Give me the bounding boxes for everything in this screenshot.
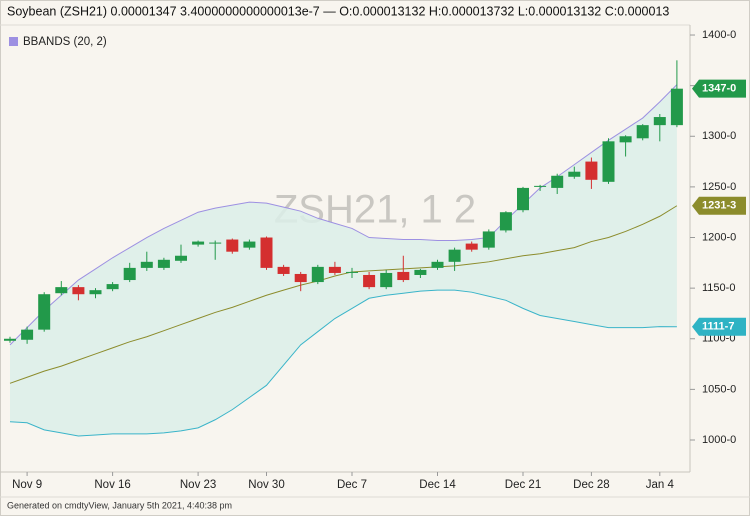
candle-body: [380, 272, 393, 288]
price-tag-label: 1111-7: [702, 321, 734, 333]
candle-body: [311, 266, 324, 283]
candle-body: [21, 329, 34, 340]
candle-body: [431, 261, 444, 268]
band-fill: [10, 84, 677, 436]
candle-body: [328, 266, 341, 273]
candle-body: [346, 271, 358, 273]
y-tick-label: 1000-0: [702, 434, 736, 446]
candle-body: [670, 88, 683, 126]
candle-body: [448, 249, 461, 262]
lower-band: [9, 289, 677, 437]
candle-body: [363, 274, 376, 288]
candle-body: [175, 255, 187, 261]
candle-body: [619, 136, 632, 143]
candle-body: [157, 259, 170, 268]
x-tick-label: Nov 16: [94, 479, 130, 491]
x-tick-label: Nov 9: [12, 479, 42, 491]
candle-body: [226, 239, 239, 252]
candle-body: [140, 261, 153, 268]
x-tick-label: Nov 30: [248, 479, 284, 491]
x-tick-label: Dec 7: [337, 479, 367, 491]
y-tick-label: 1400-0: [702, 29, 736, 41]
candle-body: [38, 294, 51, 330]
candle-body: [414, 269, 427, 275]
candle-body: [209, 242, 222, 244]
candle-body: [551, 175, 564, 188]
candle-body: [499, 212, 512, 231]
candle-body: [192, 241, 205, 245]
price-tag: [692, 317, 746, 336]
candle-body: [602, 141, 615, 182]
legend-swatch: [9, 37, 18, 46]
candle-body: [72, 287, 85, 295]
candle-body: [106, 284, 119, 290]
upper-band: [9, 84, 678, 346]
header: Soybean (ZSH21) 0.00001347 3.40000000000…: [7, 4, 669, 18]
y-tick-label: 1050-0: [702, 383, 736, 395]
candle-body: [517, 187, 529, 211]
x-tick-label: Dec 21: [505, 479, 541, 491]
candle-body: [636, 125, 649, 139]
candle-body: [243, 241, 256, 248]
footer: Generated on cmdtyView, January 5th 2021…: [7, 500, 232, 510]
candle-body: [482, 231, 495, 248]
price-tag: [692, 79, 746, 98]
candle-body: [653, 117, 666, 126]
x-tick-label: Nov 23: [180, 479, 216, 491]
candle-body: [260, 237, 273, 268]
price-tag: [692, 196, 746, 215]
y-tick-label: 1150-0: [702, 282, 735, 294]
candle-body: [585, 161, 598, 180]
candle-body: [123, 267, 136, 281]
middle-band: [9, 205, 678, 384]
y-tick-label: 1200-0: [702, 231, 736, 243]
price-tag-label: 1231-3: [702, 200, 736, 212]
x-tick-label: Jan 4: [646, 479, 675, 491]
candle-body: [277, 266, 290, 274]
x-tick-label: Dec 28: [573, 479, 609, 491]
candle-body: [4, 338, 16, 341]
y-tick-label: 1300-0: [702, 130, 736, 142]
candle-body: [55, 287, 68, 294]
candle-body: [294, 273, 307, 283]
candle-body: [397, 271, 410, 281]
candle-body: [534, 185, 547, 187]
candle-body: [89, 290, 102, 295]
y-tick-label: 1250-0: [702, 181, 736, 193]
legend-label: BBANDS (20, 2): [23, 36, 107, 48]
x-tick-label: Dec 14: [419, 479, 456, 491]
candle-body: [568, 171, 581, 177]
price-tag-label: 1347-0: [702, 83, 736, 95]
candle-body: [465, 243, 478, 250]
